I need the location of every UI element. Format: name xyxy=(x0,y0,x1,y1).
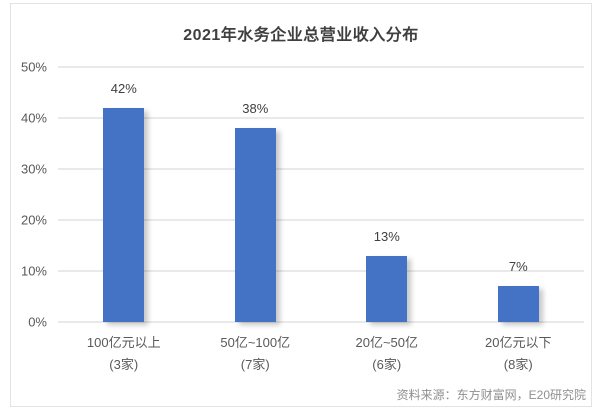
y-tick-label: 20% xyxy=(20,212,47,228)
chart-frame: 2021年水务企业总营业收入分布 0% 10% 20% 30% 40% 50% 42% 38… xyxy=(10,3,592,407)
category-name: 20亿~50亿 xyxy=(355,335,418,350)
bar-value-label: 38% xyxy=(242,101,269,117)
category-name: 50亿~100亿 xyxy=(220,335,291,350)
x-category-label: 20亿~50亿 (6家) xyxy=(321,335,453,372)
x-category-label: 20亿元以下 (8家) xyxy=(453,335,585,372)
y-tick-label: 50% xyxy=(20,59,47,75)
y-axis: 0% 10% 20% 30% 40% 50% xyxy=(11,61,51,329)
bar-value-label: 42% xyxy=(110,80,137,96)
category-name: 100亿元以上 xyxy=(86,335,161,350)
bar-group: 7% xyxy=(453,67,585,322)
y-tick-label: 0% xyxy=(28,314,47,330)
bar-value-label: 13% xyxy=(373,228,400,244)
category-count: (6家) xyxy=(372,357,402,372)
gridline xyxy=(58,219,584,221)
bar xyxy=(366,255,408,322)
chart-title: 2021年水务企业总营业收入分布 xyxy=(183,27,419,44)
bars-layer: 42% 38% 13% 7% xyxy=(58,67,584,322)
bar-group: 42% xyxy=(58,67,190,322)
category-count: (3家) xyxy=(109,357,139,372)
plot-area: 42% 38% 13% 7% xyxy=(58,66,584,323)
bar xyxy=(103,107,145,322)
bar xyxy=(234,128,276,322)
y-tick-label: 40% xyxy=(20,110,47,126)
category-name: 20亿元以下 xyxy=(485,335,552,350)
bar-value-label: 7% xyxy=(508,259,528,275)
y-tick-label: 10% xyxy=(20,263,47,279)
y-tick-label: 30% xyxy=(20,161,47,177)
x-axis: 100亿元以上 (3家) 50亿~100亿 (7家) 20亿~50亿 (6家) 20亿元以下… xyxy=(58,335,584,372)
category-count: (7家) xyxy=(240,357,270,372)
x-category-label: 100亿元以上 (3家) xyxy=(58,335,190,372)
gridline xyxy=(58,270,584,272)
bar-group: 13% xyxy=(321,67,453,322)
gridline xyxy=(58,168,584,170)
gridline xyxy=(58,321,584,323)
bar-group: 38% xyxy=(190,67,322,322)
source-note: 资料来源：东方财富网，E20研究院 xyxy=(396,388,586,402)
gridline xyxy=(58,117,584,119)
gridline xyxy=(58,66,584,68)
category-count: (8家) xyxy=(503,357,533,372)
bar xyxy=(497,286,539,322)
x-category-label: 50亿~100亿 (7家) xyxy=(190,335,322,372)
